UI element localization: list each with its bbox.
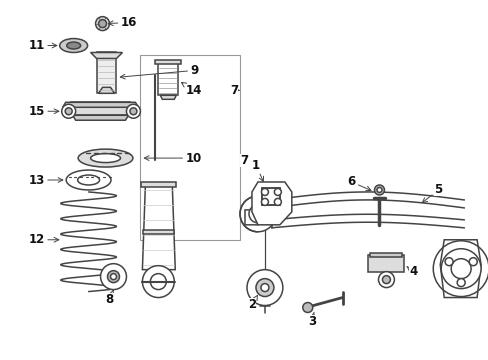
Polygon shape <box>73 115 128 120</box>
Circle shape <box>261 198 268 206</box>
Polygon shape <box>160 95 176 99</box>
Polygon shape <box>369 253 402 257</box>
Circle shape <box>468 258 476 266</box>
Circle shape <box>150 274 166 289</box>
Text: 1: 1 <box>251 158 263 181</box>
Circle shape <box>142 266 174 298</box>
Text: 3: 3 <box>307 312 315 328</box>
Circle shape <box>99 20 106 28</box>
Text: 7: 7 <box>240 154 247 167</box>
Ellipse shape <box>60 39 87 53</box>
Circle shape <box>261 284 268 292</box>
Text: 16: 16 <box>108 16 137 29</box>
Polygon shape <box>262 188 279 205</box>
Polygon shape <box>142 185 175 270</box>
Ellipse shape <box>66 42 81 49</box>
Polygon shape <box>71 102 130 115</box>
Circle shape <box>302 302 312 312</box>
Polygon shape <box>244 210 262 225</box>
Circle shape <box>376 188 381 193</box>
Circle shape <box>255 279 273 297</box>
Polygon shape <box>141 182 176 187</box>
Ellipse shape <box>90 154 120 163</box>
Text: 4: 4 <box>406 265 417 278</box>
Polygon shape <box>158 62 178 95</box>
Circle shape <box>240 196 275 232</box>
Circle shape <box>95 17 109 31</box>
Circle shape <box>107 271 119 283</box>
Circle shape <box>456 279 464 287</box>
Circle shape <box>61 104 76 118</box>
Ellipse shape <box>78 149 133 167</box>
Polygon shape <box>90 53 122 58</box>
Text: 7: 7 <box>229 84 239 97</box>
Circle shape <box>450 259 470 279</box>
Circle shape <box>382 276 389 284</box>
Text: 14: 14 <box>181 82 201 97</box>
Circle shape <box>126 104 140 118</box>
Polygon shape <box>96 53 116 93</box>
Circle shape <box>274 198 281 206</box>
Text: 8: 8 <box>105 290 114 306</box>
Text: 10: 10 <box>144 152 201 165</box>
Text: 6: 6 <box>347 175 370 191</box>
Text: 2: 2 <box>247 295 257 311</box>
Circle shape <box>130 108 137 115</box>
Text: 9: 9 <box>120 64 198 79</box>
Circle shape <box>274 189 281 195</box>
Circle shape <box>110 274 116 280</box>
Ellipse shape <box>66 170 111 190</box>
Polygon shape <box>155 60 181 64</box>
Circle shape <box>378 272 394 288</box>
Polygon shape <box>367 255 404 272</box>
Text: 13: 13 <box>29 174 62 186</box>
Text: 11: 11 <box>29 39 57 52</box>
Polygon shape <box>99 87 114 93</box>
Ellipse shape <box>78 175 100 185</box>
Circle shape <box>440 249 480 289</box>
Circle shape <box>246 270 282 306</box>
Circle shape <box>444 258 452 266</box>
Circle shape <box>261 189 268 195</box>
Circle shape <box>65 108 72 115</box>
Polygon shape <box>62 102 138 107</box>
Polygon shape <box>251 182 291 225</box>
Text: 12: 12 <box>29 233 59 246</box>
Circle shape <box>101 264 126 289</box>
Polygon shape <box>439 240 480 298</box>
Text: 15: 15 <box>29 105 59 118</box>
Text: 5: 5 <box>422 184 442 203</box>
Polygon shape <box>143 230 174 234</box>
Circle shape <box>248 205 266 223</box>
Circle shape <box>374 185 384 195</box>
